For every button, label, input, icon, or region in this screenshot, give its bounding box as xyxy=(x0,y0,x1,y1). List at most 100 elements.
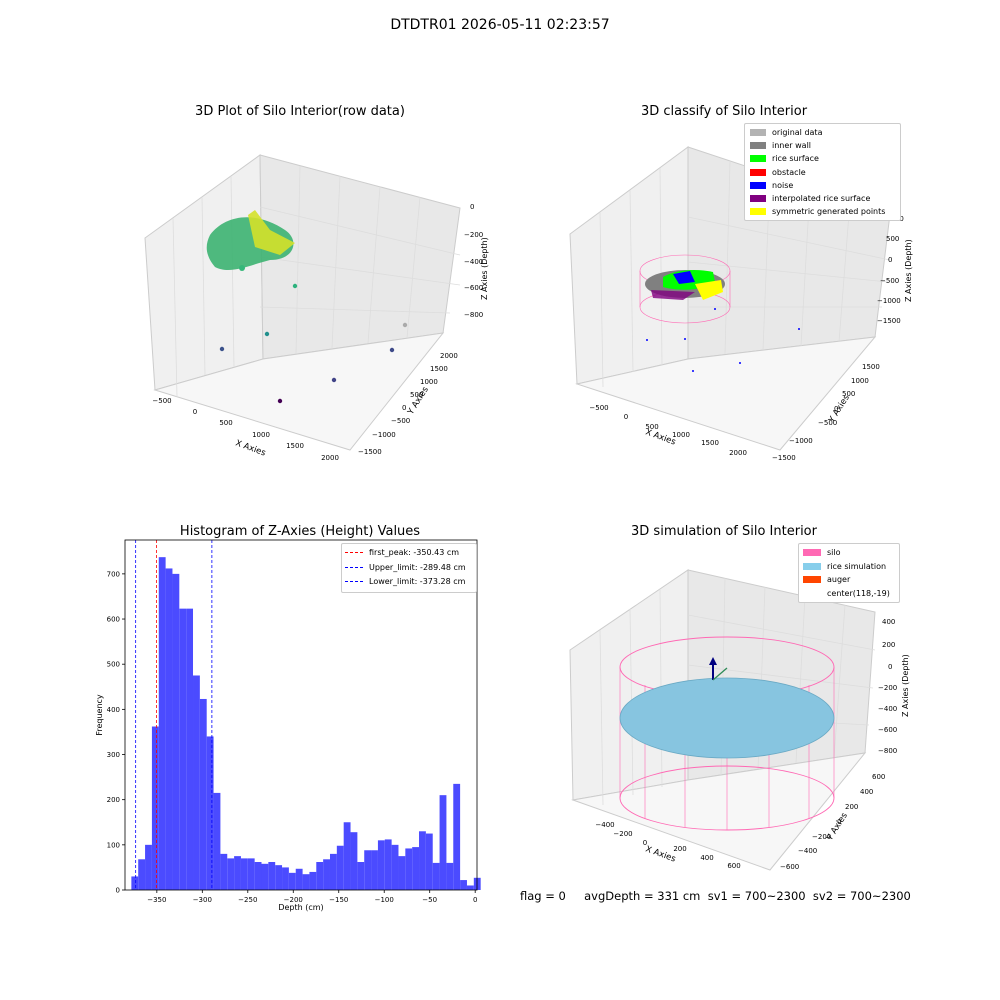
legend-entry-lower-limit: Lower_limit: -373.28 cm xyxy=(345,575,476,590)
histogram-y-ticks: 0 100 200 300 400 500 600 700 xyxy=(107,570,125,895)
classify-legend: original data inner wall rice surface ob… xyxy=(744,123,901,222)
y-tick-label: 0 xyxy=(116,887,120,895)
legend-swatch xyxy=(750,129,766,136)
svg-text:−1000: −1000 xyxy=(877,297,901,305)
histogram-bar xyxy=(186,608,194,890)
histogram-bar xyxy=(425,833,433,890)
histogram-bar xyxy=(377,840,385,890)
raw-z-ticks: 0 −200 −400 −600 −800 xyxy=(464,203,483,319)
simulation-y-label: Y Axies xyxy=(825,811,851,844)
histogram-bar xyxy=(288,872,296,890)
svg-text:0: 0 xyxy=(643,839,647,847)
classify-point xyxy=(684,338,686,340)
histogram-bar xyxy=(466,885,474,890)
simulation-legend: silo rice simulation auger center(118,-1… xyxy=(798,543,900,603)
histogram-bar xyxy=(391,844,399,890)
legend-swatch xyxy=(750,168,766,176)
legend-entry-interpolated: interpolated rice surface xyxy=(750,192,900,205)
y-tick-label: 100 xyxy=(107,841,120,849)
histogram-bar xyxy=(199,698,207,890)
histogram-bar xyxy=(158,557,166,890)
histogram-bar xyxy=(412,847,420,890)
svg-text:−200: −200 xyxy=(464,231,483,239)
svg-text:0: 0 xyxy=(402,404,406,412)
raw-y-label: Y Axies xyxy=(406,385,432,418)
x-tick-label: −350 xyxy=(147,896,166,904)
legend-entry-rice-simulation: rice simulation xyxy=(803,560,899,574)
svg-text:500: 500 xyxy=(645,423,658,431)
svg-text:2000: 2000 xyxy=(321,454,339,462)
histogram-bar xyxy=(268,862,276,890)
classify-z-label: Z Axies (Depth) xyxy=(904,239,913,302)
svg-text:0: 0 xyxy=(888,256,892,264)
svg-text:−200: −200 xyxy=(613,830,632,838)
legend-swatch xyxy=(803,576,821,583)
simulation-plot-title: 3D simulation of Silo Interior xyxy=(631,524,817,539)
histogram-bar xyxy=(220,853,228,890)
histogram-bar xyxy=(213,792,221,890)
legend-entry-first-peak: first_peak: -350.43 cm xyxy=(345,546,476,561)
x-tick-label: −100 xyxy=(375,896,394,904)
histogram-bar xyxy=(343,822,351,890)
svg-text:−400: −400 xyxy=(595,821,614,829)
histogram-bar xyxy=(405,848,413,890)
simulation-auger-arrow xyxy=(709,657,717,665)
legend-entry-symmetric: symmetric generated points xyxy=(750,205,900,218)
histogram-y-label: Frequency xyxy=(95,694,104,736)
histogram-bar xyxy=(419,831,426,890)
svg-text:2000: 2000 xyxy=(729,449,747,457)
histogram-reference-lines xyxy=(135,540,213,890)
svg-text:−500: −500 xyxy=(391,417,410,425)
histogram-bars xyxy=(131,557,481,890)
svg-text:1500: 1500 xyxy=(430,365,448,373)
svg-text:400: 400 xyxy=(860,788,873,796)
figure-title: DTDTR01 2026-05-11 02:23:57 xyxy=(390,17,610,33)
histogram-bar xyxy=(439,795,447,890)
svg-text:−200: −200 xyxy=(812,833,831,841)
histogram-bar xyxy=(309,871,317,890)
raw-point xyxy=(292,283,298,289)
svg-text:500: 500 xyxy=(410,391,423,399)
legend-swatch xyxy=(345,566,363,568)
legend-entry-upper-limit: Upper_limit: -289.48 cm xyxy=(345,561,476,576)
classify-point xyxy=(714,308,716,310)
legend-swatch xyxy=(750,181,766,189)
raw-back-pane xyxy=(259,154,461,360)
histogram-bar xyxy=(295,868,303,890)
legend-entry-silo: silo xyxy=(803,546,899,560)
legend-entry-auger: auger xyxy=(803,573,899,587)
histogram-bar xyxy=(350,832,358,890)
raw-point xyxy=(389,347,395,353)
histogram-bar xyxy=(398,856,406,890)
svg-text:−500: −500 xyxy=(880,277,899,285)
classify-interpolated xyxy=(651,290,695,300)
raw-y-ticks: 2000 1500 1000 500 0 −500 −1000 −1500 xyxy=(358,352,458,456)
x-tick-label: 0 xyxy=(473,896,477,904)
svg-text:−400: −400 xyxy=(798,847,817,855)
x-tick-label: −300 xyxy=(193,896,212,904)
histogram-axes-frame xyxy=(124,539,478,891)
svg-text:−800: −800 xyxy=(464,311,483,319)
y-tick-label: 600 xyxy=(107,616,120,624)
legend-swatch xyxy=(803,549,821,556)
simulation-rice-surface xyxy=(619,677,835,759)
histogram-legend: first_peak: -350.43 cm Upper_limit: -289… xyxy=(341,543,477,593)
raw-x-ticks: −500 0 500 1000 1500 2000 xyxy=(152,397,339,462)
histogram-bar xyxy=(302,874,310,890)
classify-y-label: Y Axies xyxy=(827,393,853,426)
svg-text:400: 400 xyxy=(700,854,713,862)
svg-text:−400: −400 xyxy=(464,258,483,266)
histogram-bar xyxy=(247,858,255,890)
legend-swatch xyxy=(345,552,363,553)
raw-point xyxy=(402,322,408,328)
histogram-bar xyxy=(384,839,392,890)
classify-x-ticks: −500 0 500 1000 1500 2000 xyxy=(589,404,747,457)
svg-text:1000: 1000 xyxy=(420,378,438,386)
y-tick-label: 700 xyxy=(107,570,120,578)
legend-swatch xyxy=(750,195,766,203)
simulation-center-marker xyxy=(712,667,728,681)
svg-text:−500: −500 xyxy=(589,404,608,412)
svg-text:−800: −800 xyxy=(878,747,897,755)
svg-text:−400: −400 xyxy=(878,705,897,713)
simulation-y-ticks: 600 400 200 0 −200 −400 −600 xyxy=(780,773,885,871)
